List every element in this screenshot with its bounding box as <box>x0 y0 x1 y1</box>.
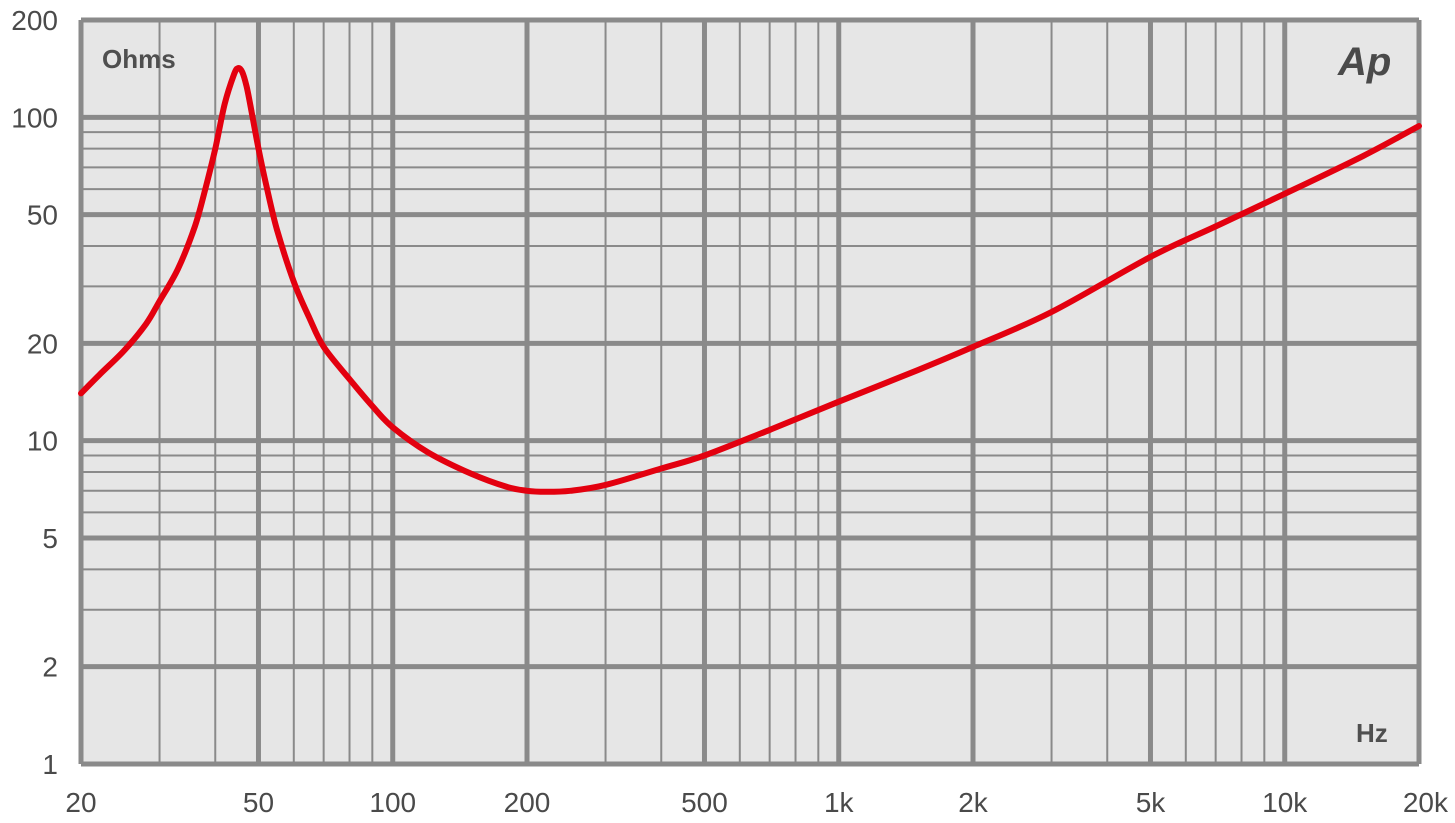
grid-minor <box>81 20 1419 764</box>
y-axis-ticks: 1 2 5 10 20 50 100 200 <box>11 5 58 780</box>
x-tick-label: 10k <box>1262 787 1308 818</box>
y-axis-unit-label: Ohms <box>102 44 176 74</box>
y-tick-label: 20 <box>27 328 58 359</box>
x-tick-label: 200 <box>504 787 551 818</box>
x-tick-label: 2k <box>958 787 989 818</box>
x-tick-label: 50 <box>243 787 274 818</box>
x-tick-label: 1k <box>824 787 855 818</box>
grid-major <box>78 17 1422 767</box>
x-tick-label: 5k <box>1136 787 1167 818</box>
x-axis-ticks: 20 50 100 200 500 1k 2k 5k 10k 20k <box>65 787 1449 818</box>
y-tick-label: 5 <box>42 523 58 554</box>
x-axis-unit-label: Hz <box>1356 718 1388 748</box>
y-tick-label: 200 <box>11 5 58 36</box>
plot-background <box>81 20 1419 764</box>
x-tick-label: 500 <box>681 787 728 818</box>
y-tick-label: 2 <box>42 652 58 683</box>
ap-logo: Ap <box>1337 40 1391 84</box>
y-tick-label: 10 <box>27 426 58 457</box>
y-tick-label: 100 <box>11 102 58 133</box>
y-tick-label: 50 <box>27 200 58 231</box>
impedance-curve <box>78 65 1422 495</box>
x-tick-label: 20 <box>65 787 96 818</box>
x-tick-label: 100 <box>369 787 416 818</box>
x-tick-label: 20k <box>1403 787 1449 818</box>
y-tick-label: 1 <box>42 749 58 780</box>
